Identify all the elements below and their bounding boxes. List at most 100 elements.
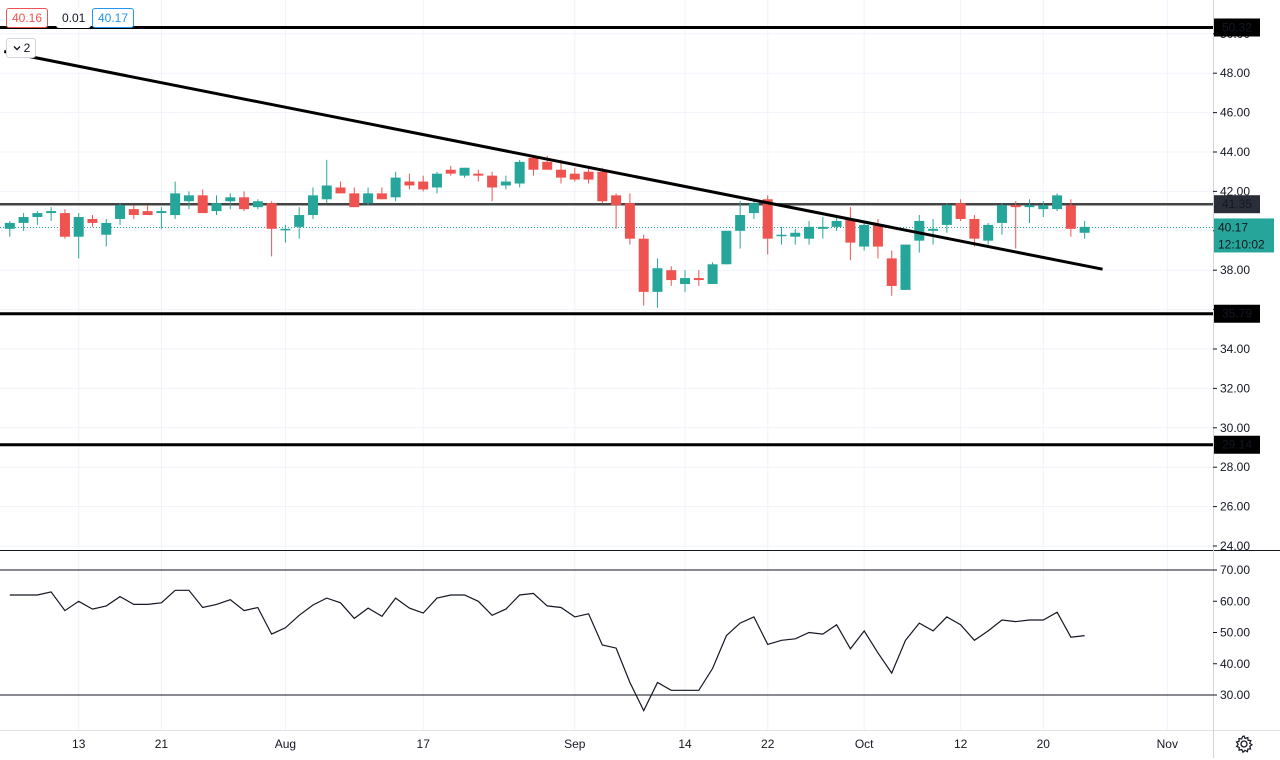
rsi-tick-label: 40.00 — [1220, 657, 1250, 671]
candle-body — [611, 195, 622, 206]
candle-body — [597, 171, 608, 202]
ohlc-open-value: 40.16 — [6, 8, 49, 28]
candle-body — [748, 203, 759, 214]
candle-body — [693, 278, 704, 281]
level-label: 50.32 — [1222, 20, 1252, 34]
candle-body — [1010, 205, 1021, 208]
candle-body — [487, 175, 498, 188]
descending-trendline — [3, 50, 1103, 271]
rsi-pane — [0, 569, 1213, 712]
candle-body — [294, 215, 305, 227]
candle-body — [1065, 205, 1076, 229]
candle-body — [804, 226, 815, 239]
candle-body — [335, 187, 346, 194]
candle-body — [32, 213, 43, 218]
countdown-label: 12:10:02 — [1218, 237, 1265, 251]
current-price-label: 40.17 — [1218, 220, 1248, 234]
candle-body — [307, 195, 318, 216]
x-tick-label: 21 — [155, 737, 169, 751]
y-tick-label: 34.00 — [1220, 342, 1250, 356]
candle-body — [831, 220, 842, 227]
candle-body — [528, 157, 539, 170]
candle-body — [859, 224, 870, 247]
candle-body — [638, 238, 649, 292]
candle-body — [914, 220, 925, 241]
candle-body — [776, 234, 787, 237]
candle-body — [418, 181, 429, 190]
candle-body — [376, 193, 387, 200]
candle-body — [583, 171, 594, 180]
candle-body — [252, 201, 263, 208]
candle-body — [624, 203, 635, 239]
candle-body — [1052, 195, 1063, 210]
candle-body — [197, 195, 208, 214]
candle-body — [500, 181, 511, 186]
x-tick-label: Sep — [564, 737, 586, 751]
ohlc-change-value: 0.01 — [56, 8, 92, 28]
rsi-line — [9, 589, 1085, 712]
candle-body — [142, 211, 153, 216]
y-tick-label: 46.00 — [1220, 106, 1250, 120]
candle-body — [46, 211, 57, 214]
indicator-count: 2 — [23, 41, 31, 55]
candle-body — [101, 222, 112, 235]
candles — [4, 155, 1090, 308]
candle-body — [996, 205, 1007, 223]
candle-body — [983, 224, 994, 241]
candle-body — [4, 222, 15, 229]
candle-body — [542, 161, 553, 170]
y-tick-label: 38.00 — [1220, 263, 1250, 277]
candle-body — [680, 278, 691, 284]
candle-body — [73, 217, 84, 237]
candle-body — [404, 181, 415, 186]
candle-body — [156, 211, 167, 214]
candle-body — [900, 244, 911, 290]
candle-body — [211, 203, 222, 212]
level-label: 41.35 — [1222, 197, 1252, 211]
level-label-bg — [1214, 304, 1260, 323]
candle-body — [969, 218, 980, 239]
candle-body — [363, 193, 374, 204]
candle-body — [762, 199, 773, 239]
price-labels: 50.32 41.35 35.79 29.14 40.17 12:10:02 — [1214, 18, 1274, 454]
candle-body — [459, 167, 470, 176]
current-price-label-bg — [1214, 218, 1274, 253]
y-tick-label: 52.00 — [1220, 0, 1250, 1]
candle-body — [321, 185, 332, 200]
y-tick-label: 26.00 — [1220, 500, 1250, 514]
x-tick-label: 22 — [761, 737, 775, 751]
candle-body — [666, 270, 677, 281]
trendline — [3, 50, 1103, 271]
candle-body — [886, 258, 897, 286]
candle-body — [18, 217, 29, 223]
candle-body — [1079, 226, 1090, 233]
y-tick-label: 30.00 — [1220, 421, 1250, 435]
candle-body — [721, 230, 732, 265]
ohlc-close-value: 40.17 — [92, 8, 135, 28]
y-tick-label: 42.00 — [1220, 184, 1250, 198]
level-label-bg — [1214, 435, 1260, 454]
collapse-indicators-button[interactable]: 2 — [6, 38, 36, 58]
candle-body — [183, 195, 194, 202]
candle-body — [845, 218, 856, 243]
candle-body — [266, 203, 277, 229]
y-tick-label: 44.00 — [1220, 145, 1250, 159]
x-tick-label: Nov — [1157, 737, 1178, 751]
candle-body — [431, 173, 442, 188]
candle-body — [349, 193, 360, 208]
chevron-down-icon — [13, 46, 21, 51]
rsi-tick-label: 60.00 — [1220, 594, 1250, 608]
settings-button[interactable] — [1233, 733, 1255, 755]
rsi-tick-label: 30.00 — [1220, 688, 1250, 702]
candle-body — [280, 228, 291, 231]
candle-body — [115, 205, 126, 219]
y-tick-label: 28.00 — [1220, 460, 1250, 474]
candle-body — [225, 197, 236, 202]
candle-body — [928, 228, 939, 231]
candle-body — [817, 226, 828, 229]
level-label-bg — [1214, 18, 1260, 37]
candle-body — [569, 173, 580, 180]
candle-body — [87, 218, 98, 223]
candle-body — [59, 213, 70, 237]
